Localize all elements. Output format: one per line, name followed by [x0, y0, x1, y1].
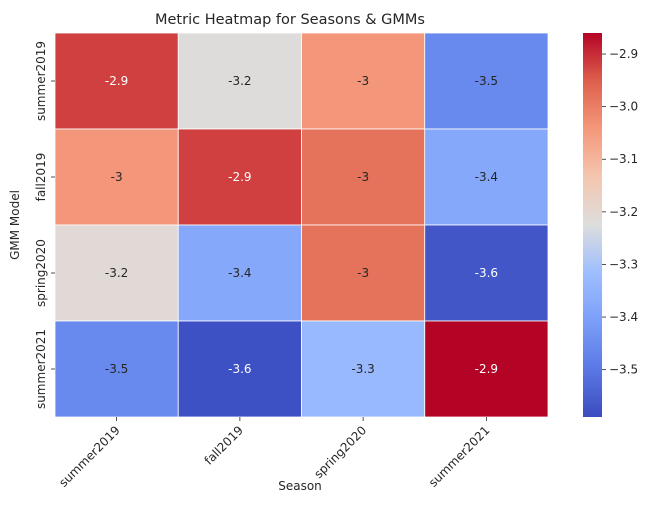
heatmap-cell: [54, 32, 179, 130]
heatmap-cells: [54, 32, 549, 418]
colorbar-tick-label: −3.5: [609, 363, 638, 377]
heatmap-cell: [301, 320, 426, 418]
cell-value-label: -3.2: [228, 74, 251, 88]
colorbar-tick-label: −2.9: [609, 47, 638, 61]
cell-value-label: -2.9: [475, 362, 498, 376]
chart-title: Metric Heatmap for Seasons & GMMs: [155, 12, 425, 28]
heatmap-cell: [424, 128, 549, 226]
y-tick-label: summer2019: [34, 41, 48, 121]
y-tick-label: spring2020: [34, 239, 48, 307]
y-tick-label: fall2019: [34, 153, 48, 202]
cell-value-label: -3.6: [475, 266, 498, 280]
x-tick-label: summer2019: [56, 423, 123, 490]
cell-value-label: -3.4: [475, 170, 498, 184]
cell-value-label: -2.9: [105, 74, 128, 88]
heatmap-cell: [54, 128, 179, 226]
colorbar-tick-label: −3.1: [609, 152, 638, 166]
heatmap-cell: [177, 32, 302, 130]
colorbar-tick-label: −3.3: [609, 257, 638, 271]
cell-value-label: -2.9: [228, 170, 251, 184]
heatmap-cell: [424, 320, 549, 418]
y-axis-ticks: summer2019 fall2019 spring2020 summer2021: [34, 41, 55, 409]
cell-value-label: -3: [357, 170, 369, 184]
cell-value-label: -3.5: [105, 362, 128, 376]
cell-value-label: -3.3: [351, 362, 374, 376]
cell-value-label: -3: [357, 266, 369, 280]
heatmap-cell: [177, 320, 302, 418]
x-tick-label: spring2020: [311, 423, 369, 481]
y-tick-label: summer2021: [34, 329, 48, 409]
cell-value-label: -3: [357, 74, 369, 88]
heatmap-cell: [424, 32, 549, 130]
x-axis-label: Season: [278, 479, 322, 493]
x-tick-label: fall2019: [202, 423, 246, 467]
cell-value-label: -3.2: [105, 266, 128, 280]
heatmap-cell: [177, 224, 302, 322]
cell-annotations: -2.9 -3.2 -3 -3.5 -3 -2.9 -3 -3.4 -3.2 -3.4 -3 -3.6…: [105, 74, 498, 376]
x-tick-label: summer2021: [426, 423, 493, 490]
x-axis-ticks: summer2019 fall2019 spring2020 summer2021: [56, 417, 492, 490]
colorbar: [583, 33, 602, 417]
colorbar-ticks: −2.9 −3.0 −3.1 −3.2 −3.3 −3.4 −3.5: [602, 47, 638, 377]
heatmap-cell: [177, 128, 302, 226]
cell-value-label: -3.4: [228, 266, 251, 280]
heatmap-cell: [301, 32, 426, 130]
y-axis-label: GMM Model: [8, 190, 22, 260]
heatmap-cell: [424, 224, 549, 322]
cell-value-label: -3.5: [475, 74, 498, 88]
cell-value-label: -3: [111, 170, 123, 184]
colorbar-tick-label: −3.2: [609, 205, 638, 219]
colorbar-tick-label: −3.0: [609, 100, 638, 114]
colorbar-tick-label: −3.4: [609, 310, 638, 324]
cell-value-label: -3.6: [228, 362, 251, 376]
heatmap-cell: [54, 320, 179, 418]
